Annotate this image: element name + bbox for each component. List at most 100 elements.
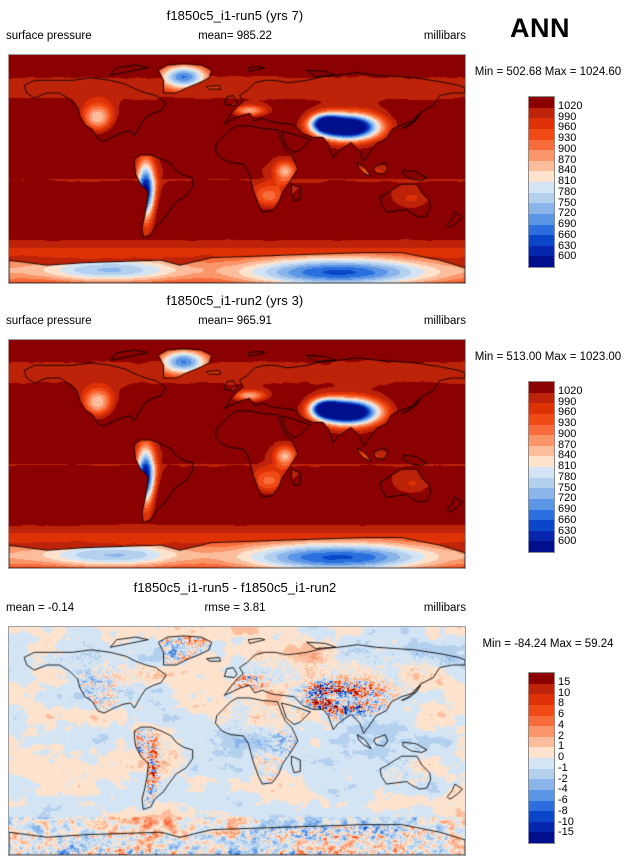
colorbar-tick-label: 960 — [558, 121, 577, 134]
colorbar-tick-label: 8 — [558, 697, 565, 710]
colorbar-swatch — [529, 435, 554, 446]
colorbar-tick-label: 720 — [558, 207, 577, 220]
colorbar-swatch — [529, 768, 554, 780]
colorbar-tick-label: -10 — [558, 815, 574, 828]
colorbar-tick-label: 2 — [558, 729, 565, 742]
colorbar-tick-label: 780 — [558, 470, 577, 483]
colorbar-swatch — [529, 683, 554, 695]
colorbar-swatch — [529, 694, 554, 705]
panel-title: f1850c5_i1-run5 (yrs 7) — [166, 8, 304, 23]
colorbar-swatch — [529, 392, 554, 404]
colorbar-swatch — [529, 128, 554, 140]
map-plot[interactable] — [8, 54, 466, 284]
units-label: millibars — [423, 315, 466, 327]
colorbar-swatch — [529, 811, 554, 822]
colorbar-tick-label: 990 — [558, 395, 577, 408]
colorbar-tick-label: 630 — [558, 524, 577, 537]
colorbar-swatch — [529, 821, 554, 833]
colorbar-tick-label: 6 — [558, 708, 565, 720]
panel-title: f1850c5_i1-run2 (yrs 3) — [166, 293, 304, 308]
panel-subheader: mean = -0.14 rmse = 3.81 millibars — [0, 602, 470, 616]
colorbar-tick-label: 660 — [558, 513, 577, 526]
colorbar-swatch — [529, 107, 554, 119]
minmax-label: Min = 502.68 Max = 1024.60 — [474, 66, 622, 78]
colorbar-tick-label: -8 — [558, 804, 568, 817]
map-plot[interactable] — [8, 626, 466, 856]
colorbar[interactable] — [528, 672, 555, 844]
mean-label: mean= 965.91 — [198, 315, 272, 327]
colorbar-swatch — [529, 456, 554, 467]
colorbar-swatch — [529, 673, 554, 684]
colorbar[interactable] — [528, 96, 555, 268]
map-canvas — [9, 55, 465, 283]
colorbar-swatch — [529, 704, 554, 716]
colorbar-tick-label: 10 — [558, 686, 571, 699]
colorbar-tick-label: 870 — [558, 153, 577, 166]
colorbar-swatch — [529, 541, 554, 552]
panel-subheader: surface pressure mean= 965.91 millibars — [0, 315, 470, 329]
colorbar-swatch — [529, 256, 554, 267]
colorbar-tick-label: 930 — [558, 132, 577, 144]
colorbar-tick-label: -4 — [558, 783, 568, 796]
colorbar-swatch — [529, 245, 554, 257]
colorbar-swatch — [529, 498, 554, 510]
colorbar-swatch — [529, 97, 554, 108]
colorbar-swatch — [529, 789, 554, 801]
colorbar-swatch — [529, 520, 554, 531]
colorbar-tick-label: 690 — [558, 503, 577, 515]
colorbar-swatch — [529, 488, 554, 499]
colorbar-tick-label: 720 — [558, 492, 577, 505]
rmse-label: rmse = 3.81 — [204, 602, 266, 614]
units-label: millibars — [423, 30, 466, 42]
colorbar-swatch — [529, 139, 554, 151]
colorbar-tick-label: 1 — [558, 740, 565, 753]
variable-label: surface pressure — [6, 30, 92, 42]
colorbar-swatch — [529, 726, 554, 737]
colorbar-tick-label: 750 — [558, 481, 577, 494]
mean-label: mean= 985.22 — [198, 30, 272, 42]
colorbar-tick-label: -1 — [558, 761, 568, 774]
colorbar-tick-label: 15 — [558, 675, 571, 688]
colorbar-swatch — [529, 477, 554, 489]
colorbar-tick-label: 900 — [558, 427, 577, 440]
colorbar-tick-label: 0 — [558, 751, 565, 763]
colorbar-tick-label: 630 — [558, 239, 577, 252]
colorbar-tick-label: 990 — [558, 110, 577, 123]
colorbar-tick-label: 4 — [558, 718, 565, 731]
colorbar-swatch — [529, 203, 554, 214]
colorbar-tick-label: 1020 — [558, 99, 583, 112]
colorbar-tick-label: 840 — [558, 449, 577, 462]
colorbar-swatch — [529, 509, 554, 521]
colorbar[interactable] — [528, 381, 555, 553]
colorbar-swatch — [529, 800, 554, 812]
colorbar-swatch — [529, 213, 554, 225]
colorbar-tick-label: 810 — [558, 460, 577, 472]
map-plot[interactable] — [8, 339, 466, 569]
colorbar-swatch — [529, 171, 554, 182]
colorbar-swatch — [529, 182, 554, 193]
colorbar-swatch — [529, 467, 554, 478]
season-label: ANN — [510, 13, 570, 43]
colorbar-swatch — [529, 224, 554, 236]
colorbar-swatch — [529, 424, 554, 436]
colorbar-swatch — [529, 150, 554, 161]
variable-label: surface pressure — [6, 315, 92, 327]
colorbar-tick-label: 840 — [558, 164, 577, 177]
colorbar-swatch — [529, 832, 554, 843]
minmax-label: Min = -84.24 Max = 59.24 — [482, 638, 614, 650]
colorbar-swatch — [529, 758, 554, 769]
colorbar-swatch — [529, 445, 554, 457]
colorbar-swatch — [529, 715, 554, 727]
colorbar-tick-label: 810 — [558, 175, 577, 187]
colorbar-tick-label: 1020 — [558, 384, 583, 397]
colorbar-tick-label: 750 — [558, 196, 577, 209]
colorbar-swatch — [529, 403, 554, 414]
colorbar-swatch — [529, 192, 554, 204]
colorbar-swatch — [529, 413, 554, 425]
units-label: millibars — [423, 602, 466, 614]
colorbar-tick-label: -2 — [558, 772, 568, 785]
mean-label: mean = -0.14 — [6, 602, 75, 614]
colorbar-tick-label: 960 — [558, 406, 577, 419]
colorbar-tick-label: 900 — [558, 142, 577, 155]
colorbar-tick-label: -15 — [558, 826, 574, 839]
